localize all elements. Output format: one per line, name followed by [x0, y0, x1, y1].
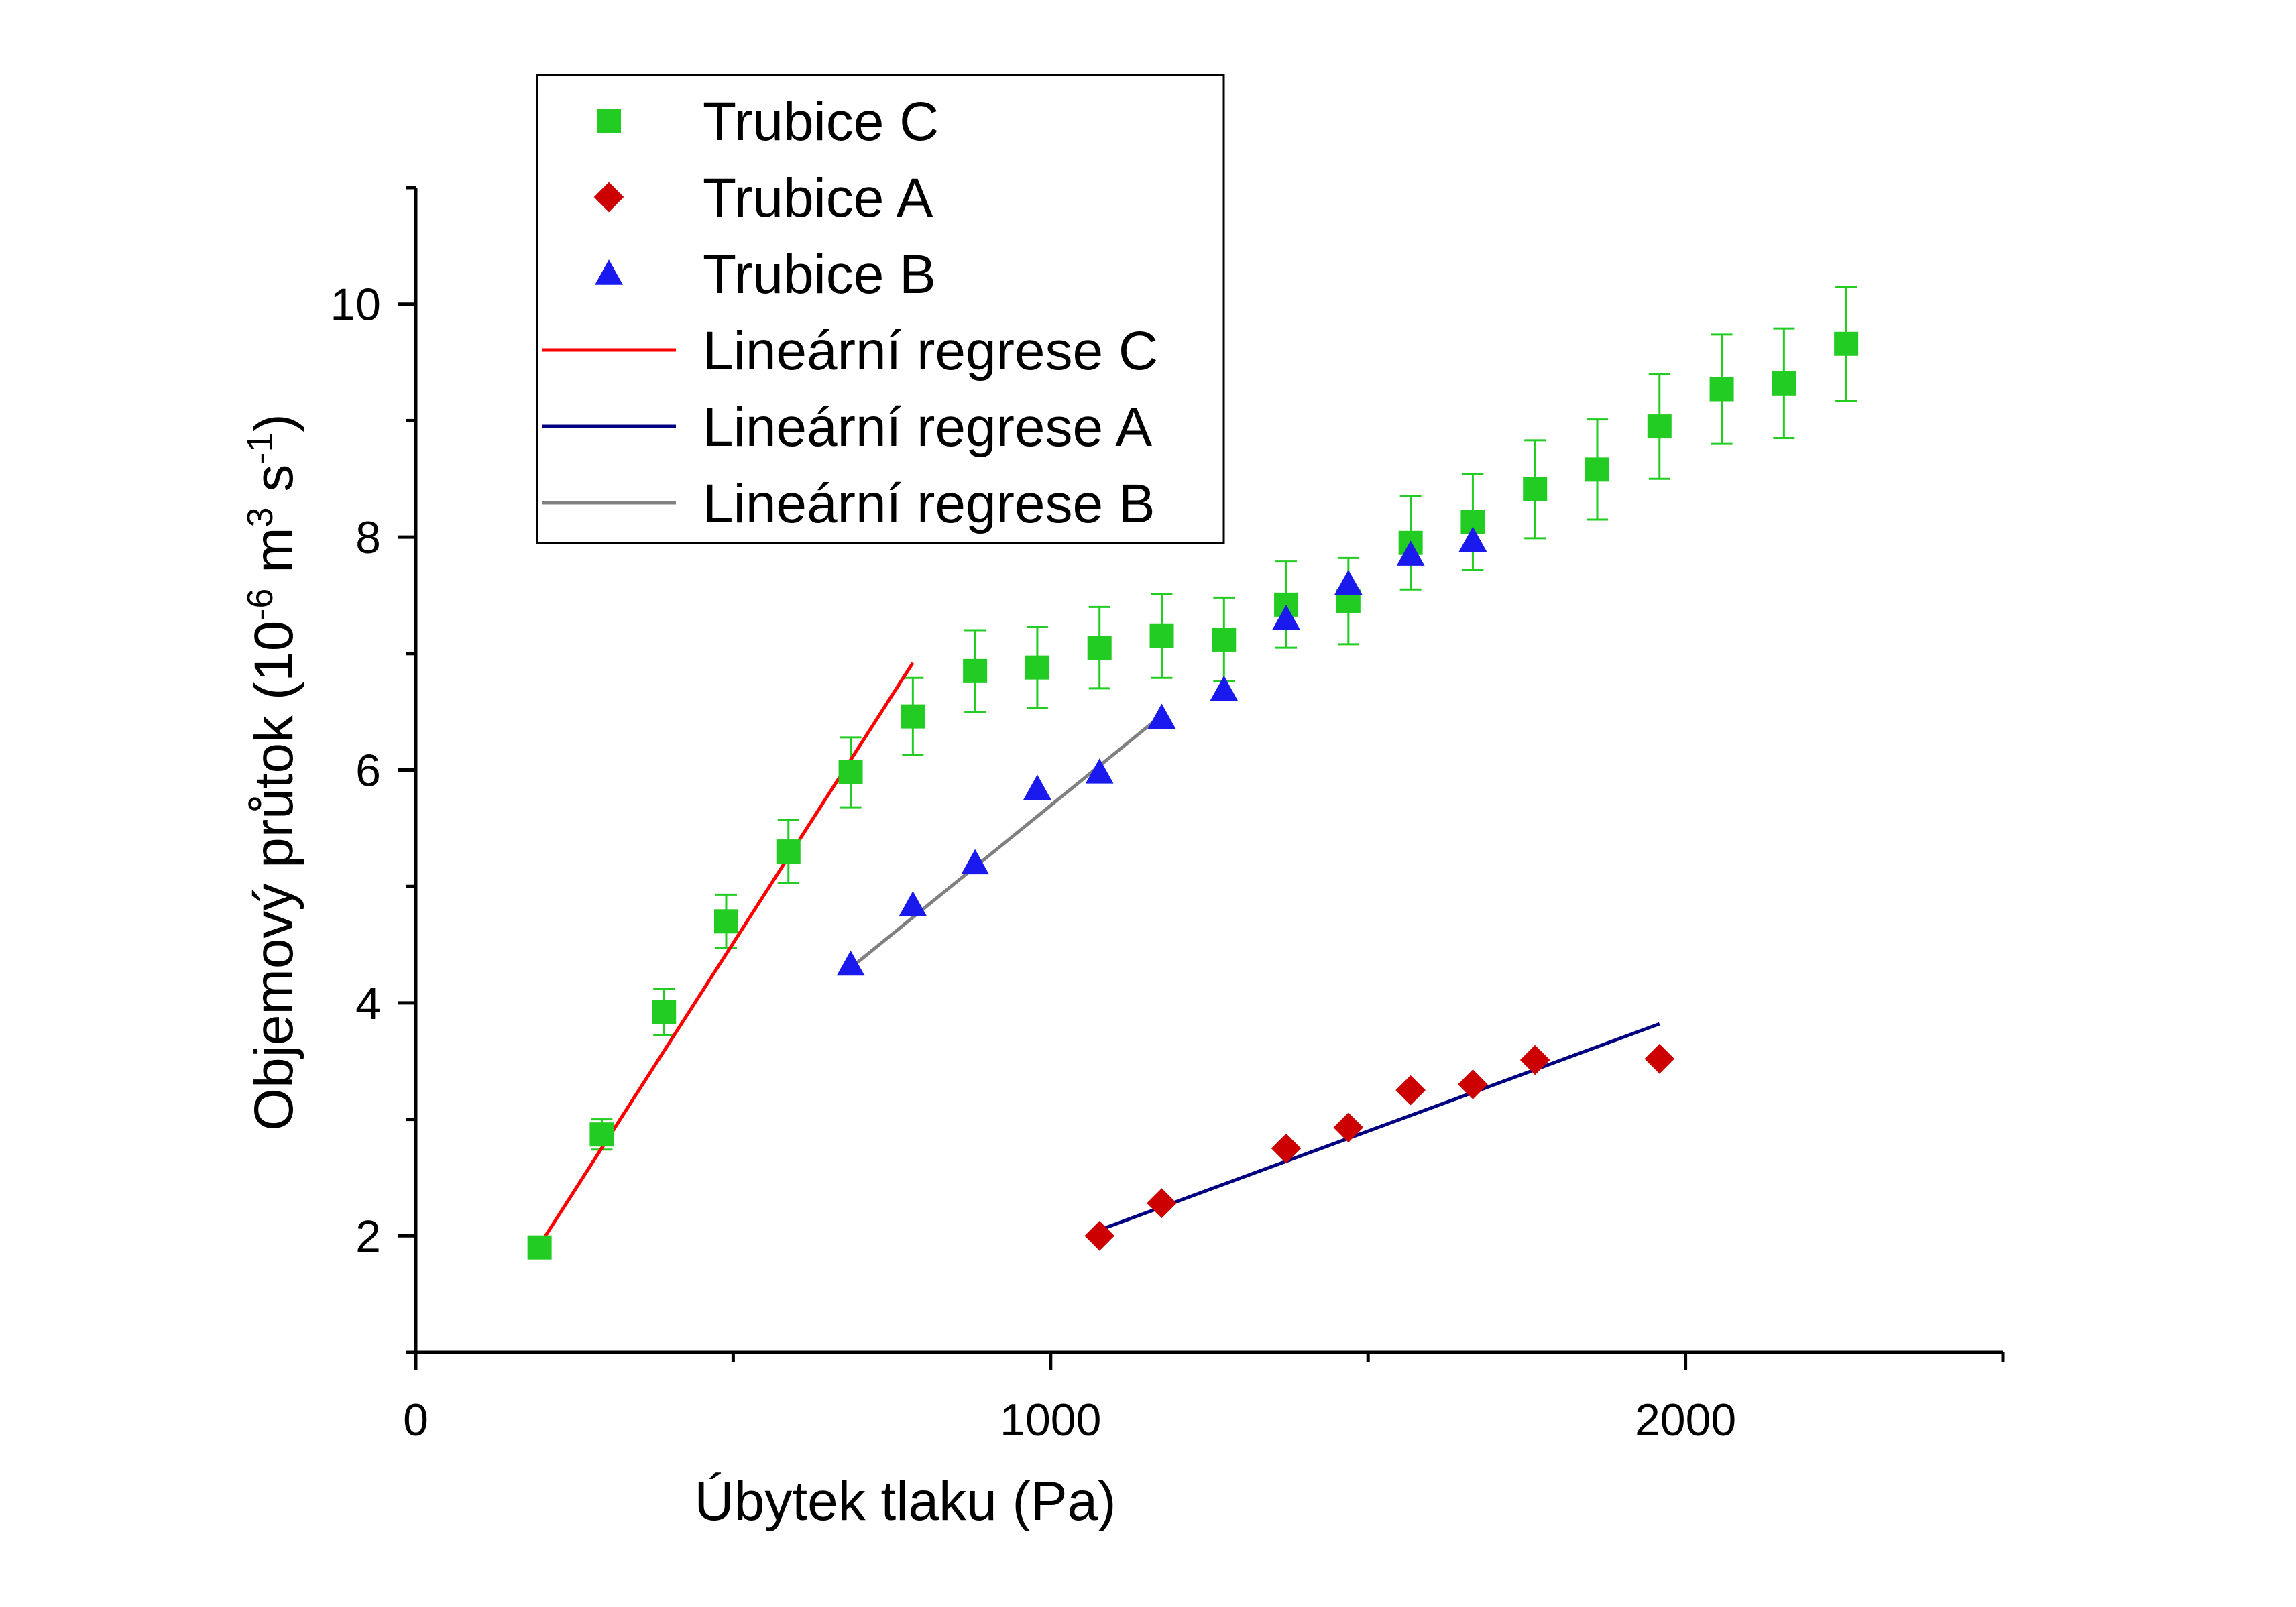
- legend-box: [536, 74, 1225, 544]
- y-axis-title-exp3: -1: [240, 432, 280, 465]
- data-point-c: [1212, 627, 1237, 652]
- legend-label: Lineární regrese A: [703, 397, 1152, 458]
- legend-label: Trubice A: [703, 168, 933, 229]
- data-point-b: [836, 950, 865, 976]
- axis-ticks: 0 1000 2000 2 4 6 8 10: [330, 186, 2005, 1445]
- legend-marker-diamond: [593, 182, 624, 213]
- data-point-a: [1333, 1112, 1364, 1143]
- data-point-a: [1644, 1043, 1675, 1074]
- data-point-b: [899, 891, 927, 916]
- data-point-b: [1272, 604, 1300, 630]
- data-point-a: [1458, 1069, 1488, 1099]
- data-point-b: [1334, 569, 1363, 595]
- data-point-c: [1772, 371, 1796, 396]
- data-point-c: [1523, 477, 1548, 501]
- data-point-a: [1147, 1188, 1177, 1218]
- y-axis-title-mid1: m: [243, 527, 304, 588]
- legend-label: Lineární regrese B: [703, 473, 1155, 534]
- y-tick-label: 8: [355, 512, 381, 563]
- data-point-c: [589, 1122, 614, 1147]
- regression-lines: [538, 662, 1660, 1246]
- x-tick-label: 0: [403, 1394, 428, 1445]
- data-point-c: [1025, 655, 1049, 680]
- y-axis-title-mid2: s: [243, 465, 304, 508]
- regression-line-b: [849, 713, 1163, 969]
- y-axis-title-suffix: ): [243, 414, 304, 432]
- y-axis-title-exp1: -6: [240, 589, 280, 621]
- data-point-b: [1147, 703, 1176, 729]
- data-point-a: [1395, 1075, 1426, 1106]
- x-axis-title: Úbytek tlaku (Pa): [695, 1471, 1116, 1532]
- data-point-c: [901, 704, 925, 729]
- legend-label: Trubice C: [703, 91, 939, 152]
- regression-line-c: [538, 662, 915, 1246]
- data-point-c: [776, 839, 801, 864]
- data-point-c: [1834, 331, 1859, 356]
- data-point-b: [1396, 540, 1425, 566]
- data-point-c: [652, 1000, 677, 1024]
- data-point-c: [1585, 457, 1609, 482]
- data-point-b: [1210, 675, 1239, 701]
- data-point-c: [1149, 623, 1174, 648]
- data-point-b: [1023, 774, 1051, 800]
- data-points: [527, 331, 1859, 1260]
- data-point-b: [961, 849, 990, 875]
- y-axis-title-exp2: 3: [240, 507, 280, 527]
- data-point-b: [1085, 758, 1114, 784]
- data-point-c: [1647, 414, 1672, 439]
- data-point-c: [1087, 636, 1112, 660]
- data-point-c: [527, 1235, 552, 1260]
- regression-line-a: [1098, 1022, 1660, 1232]
- data-point-b: [1458, 526, 1487, 552]
- legend-marker-triangle: [595, 259, 623, 285]
- y-tick-label: 2: [355, 1211, 381, 1262]
- x-tick-label: 2000: [1635, 1394, 1736, 1445]
- data-point-c: [713, 909, 738, 934]
- data-point-c: [838, 760, 863, 784]
- y-tick-label: 4: [355, 978, 381, 1029]
- legend-marker-square: [597, 109, 621, 133]
- y-tick-label: 6: [355, 746, 381, 796]
- legend-label: Trubice B: [703, 244, 936, 305]
- data-point-a: [1519, 1045, 1550, 1075]
- x-tick-label: 1000: [1000, 1394, 1101, 1445]
- data-point-a: [1084, 1220, 1115, 1251]
- y-axis-title: Objemový průtok (10-6 m3 s-1): [240, 414, 304, 1130]
- legend-label: Lineární regrese C: [703, 320, 1158, 381]
- data-point-c: [1709, 377, 1734, 402]
- data-point-a: [1271, 1133, 1302, 1164]
- y-axis-title-prefix: Objemový průtok (10: [243, 621, 304, 1131]
- data-point-c: [963, 658, 988, 683]
- legend: Trubice C Trubice A Trubice B Lineární regr…: [536, 74, 1225, 544]
- y-tick-label: 10: [330, 280, 381, 331]
